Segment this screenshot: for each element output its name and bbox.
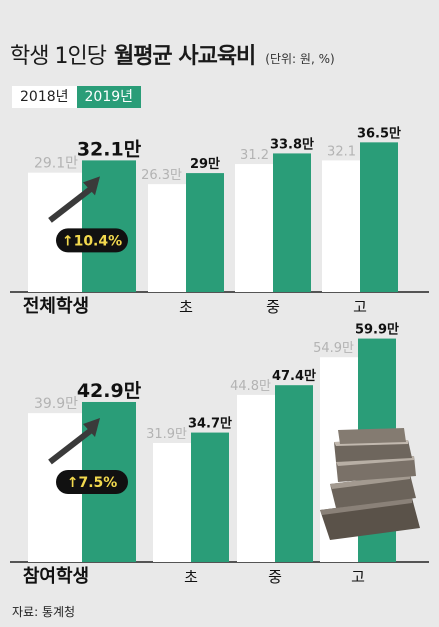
bar-2018 (148, 184, 186, 292)
label-2018: 32.1 (327, 144, 356, 159)
bar-2018 (237, 394, 275, 562)
category-label: 초 (179, 298, 193, 316)
legend-2018: 2018년 (12, 86, 77, 108)
category-label: 중 (268, 568, 282, 586)
bar-2018 (322, 160, 360, 292)
title-part-2: 월평균 사교육비 (113, 44, 256, 69)
growth-badge (56, 228, 128, 253)
label-2019: 32.1만 (77, 138, 142, 160)
category-label: 중 (266, 298, 280, 316)
chart-title: 학생 1인당 월평균 사교육비 (단위: 원, %) (10, 38, 335, 72)
growth-badge-text: ↑10.4% (62, 233, 122, 249)
label-2019: 42.9만 (77, 380, 142, 402)
arrow-shaft (48, 184, 96, 223)
books-icon (320, 428, 420, 540)
label-2019: 59.9만 (355, 322, 399, 338)
bar-2019 (186, 173, 224, 292)
label-2018: 31.2 (240, 148, 269, 163)
source-note: 자료: 통계청 (12, 605, 76, 619)
label-2019: 29만 (190, 156, 220, 172)
category-label: 고 (353, 298, 367, 316)
label-2019: 34.7만 (188, 416, 232, 432)
arrow-icon (48, 417, 100, 465)
category-label: 참여학생 (23, 565, 89, 587)
arrow-head (83, 417, 100, 437)
title-part-1: 학생 1인당 (10, 44, 107, 69)
label-2018: 26.3만 (141, 168, 182, 183)
arrow-icon (48, 176, 100, 223)
legend-2019: 2019년 (76, 86, 142, 108)
bar-2019 (360, 142, 398, 292)
label-2018: 39.9만 (34, 396, 78, 412)
growth-badge (56, 469, 128, 494)
category-label: 초 (184, 568, 198, 586)
arrow-shaft (48, 425, 96, 465)
bar-2018 (153, 443, 191, 562)
bar-2019 (273, 153, 311, 292)
unit-label: (단위: 원, %) (265, 52, 335, 66)
category-label: 전체학생 (23, 295, 89, 317)
legend: 2018년 2019년 (12, 86, 142, 108)
arrow-head (83, 176, 100, 196)
label-2018: 54.9만 (313, 341, 354, 356)
bar-2019 (191, 432, 229, 562)
label-2018: 29.1만 (34, 156, 78, 172)
label-2018: 44.8만 (230, 379, 271, 394)
label-2019: 36.5만 (357, 125, 401, 141)
label-2018: 31.9만 (146, 427, 187, 442)
label-2019: 47.4만 (272, 368, 316, 384)
category-label: 고 (351, 568, 365, 586)
growth-badge-text: ↑7.5% (67, 475, 118, 491)
bar-2019 (275, 385, 313, 562)
label-2019: 33.8만 (270, 136, 314, 152)
bar-2018 (235, 164, 273, 292)
